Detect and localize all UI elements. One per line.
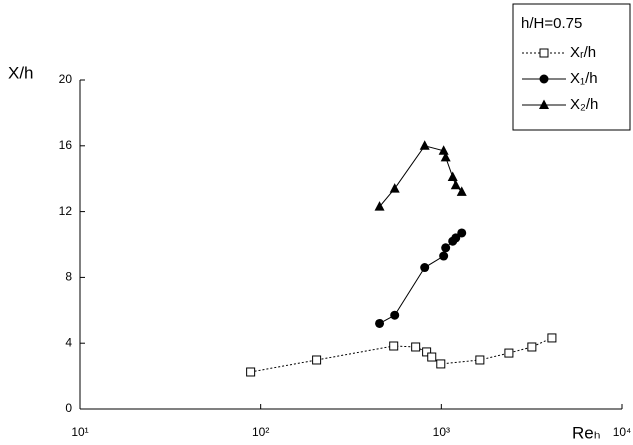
y-tick-label: 8	[65, 270, 72, 284]
data-point	[389, 183, 400, 193]
data-point	[420, 263, 430, 273]
y-tick-label: 12	[59, 204, 73, 218]
legend-label: Xᵣ/h	[570, 44, 596, 61]
data-point	[312, 355, 322, 365]
y-tick-label: 16	[59, 138, 73, 152]
data-point	[375, 318, 385, 328]
data-point	[475, 355, 485, 365]
data-point	[411, 342, 421, 352]
x-tick-label: 10³	[433, 425, 450, 439]
data-point	[451, 233, 461, 243]
y-tick-label: 20	[59, 72, 73, 86]
x-axis-label: Reₕ	[572, 423, 601, 442]
y-axis-label: X/h	[8, 63, 34, 82]
data-point	[440, 151, 451, 162]
data-point	[436, 359, 446, 369]
data-point	[439, 251, 449, 261]
legend-marker	[539, 99, 549, 109]
data-point	[422, 347, 432, 357]
data-point	[527, 342, 537, 352]
data-point	[547, 333, 557, 343]
data-point	[389, 341, 399, 351]
data-point	[246, 367, 256, 377]
data-point	[419, 140, 430, 150]
x-tick-label: 10²	[252, 425, 269, 439]
series-line	[379, 145, 463, 207]
legend-box	[512, 3, 631, 131]
legend-label: X₁/h	[570, 70, 598, 87]
y-tick-label: 4	[65, 335, 72, 349]
data-point	[427, 352, 437, 362]
legend-label: X₂/h	[570, 96, 598, 113]
legend-marker	[539, 48, 549, 58]
legend-marker	[539, 74, 549, 84]
legend-title: h/H=0.75	[521, 15, 582, 32]
data-point	[438, 145, 449, 155]
y-tick-label: 0	[65, 401, 72, 415]
data-point	[374, 201, 385, 211]
data-point	[450, 179, 461, 190]
data-point	[441, 243, 451, 253]
data-point	[456, 186, 467, 196]
data-point	[504, 348, 514, 358]
data-point	[390, 310, 400, 320]
x-tick-label: 10⁴	[613, 425, 632, 439]
data-point	[457, 228, 467, 238]
x-tick-label: 10¹	[71, 425, 88, 439]
data-point	[447, 171, 458, 182]
